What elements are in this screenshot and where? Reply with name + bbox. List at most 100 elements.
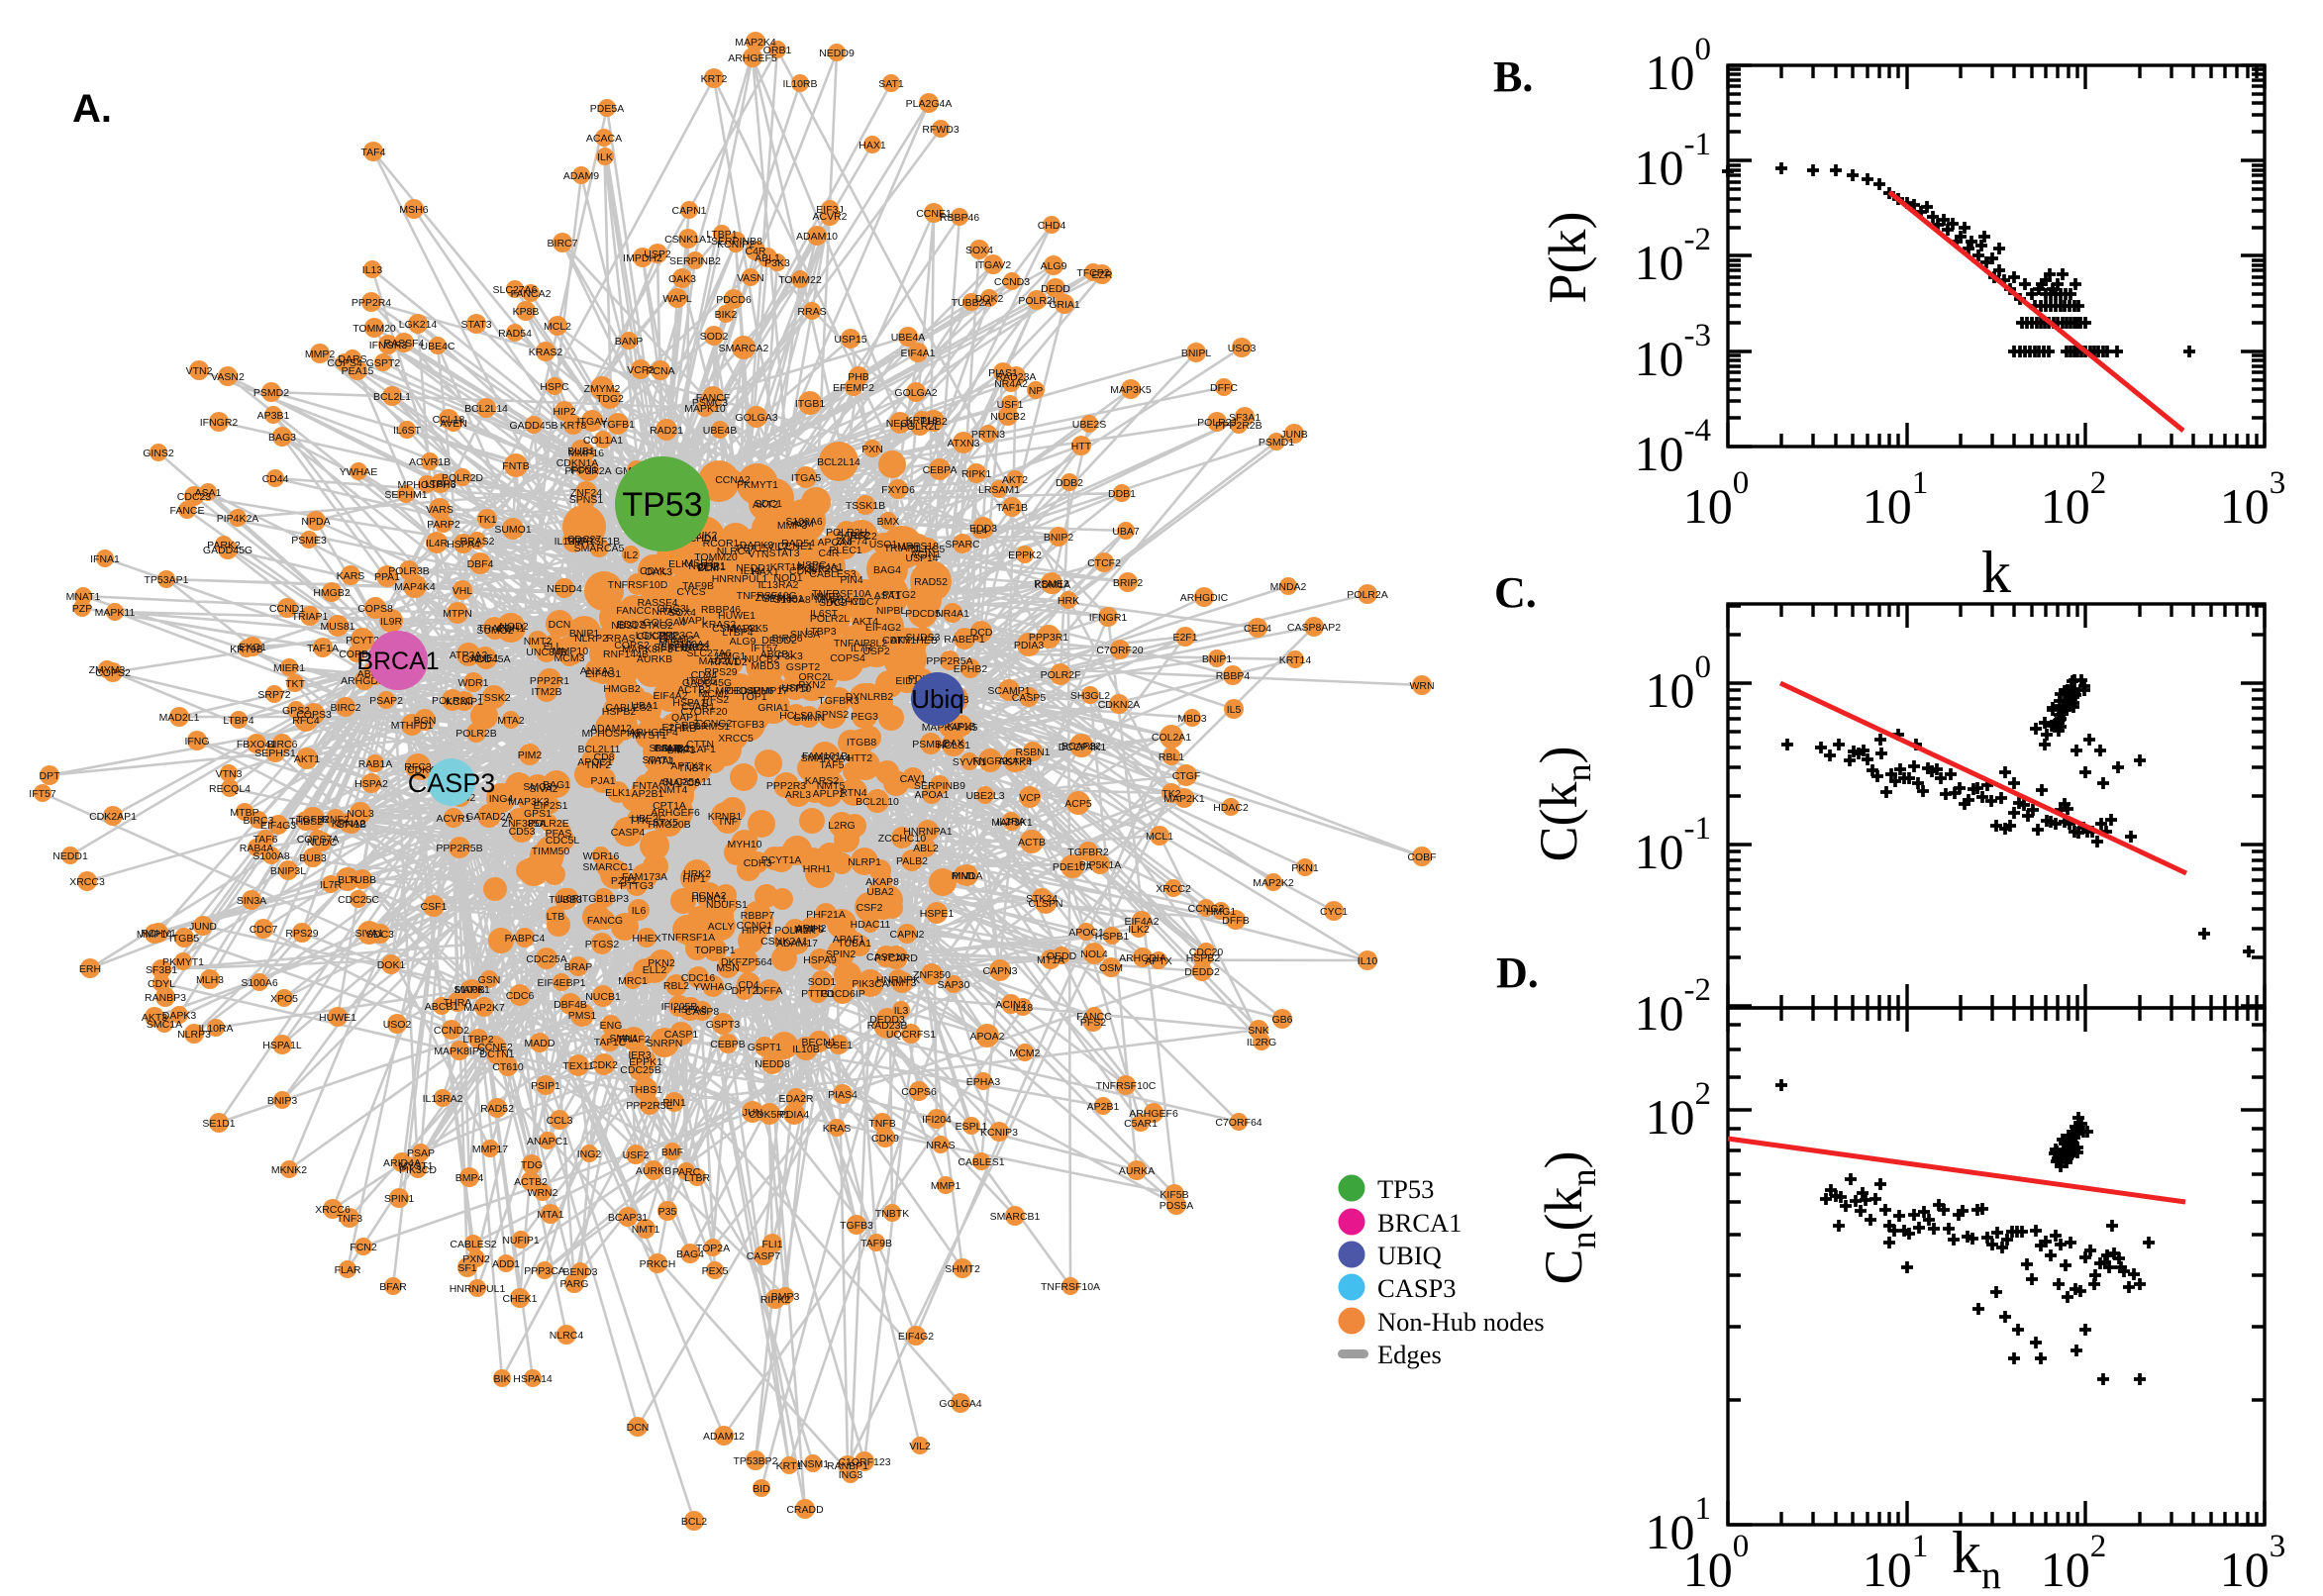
svg-text:POLR3B: POLR3B <box>388 565 429 577</box>
svg-text:SPIN2: SPIN2 <box>826 948 857 960</box>
svg-text:ELL: ELL <box>544 641 562 652</box>
svg-text:CASP3: CASP3 <box>1377 1273 1457 1303</box>
svg-text:ACLY: ACLY <box>708 921 735 933</box>
svg-text:SHMT2: SHMT2 <box>945 1263 980 1275</box>
svg-text:TAF6: TAF6 <box>253 834 278 846</box>
svg-text:EIF4A2: EIF4A2 <box>653 690 687 702</box>
svg-text:SOD2: SOD2 <box>700 331 729 343</box>
svg-text:ILK: ILK <box>597 151 613 163</box>
svg-text:CDC27: CDC27 <box>567 534 602 546</box>
svg-text:BRIP2: BRIP2 <box>1113 577 1144 589</box>
svg-text:UBE4C: UBE4C <box>420 341 454 352</box>
svg-text:RAD23A: RAD23A <box>996 371 1037 383</box>
svg-text:THRB: THRB <box>668 723 697 735</box>
svg-text:SMC3: SMC3 <box>523 781 552 793</box>
svg-text:TUBB3: TUBB3 <box>549 894 582 906</box>
svg-text:TRAF1: TRAF1 <box>477 623 510 635</box>
svg-text:C5AR1: C5AR1 <box>681 701 715 713</box>
svg-text:COPS4: COPS4 <box>327 357 362 369</box>
svg-text:ARHGEF6: ARHGEF6 <box>1129 1108 1178 1120</box>
svg-text:VTN3: VTN3 <box>216 768 243 780</box>
svg-text:TNFRSF1B: TNFRSF1B <box>566 536 620 548</box>
svg-text:CABLES2: CABLES2 <box>450 1239 496 1250</box>
svg-text:PDE5A: PDE5A <box>590 103 624 115</box>
svg-text:IL2: IL2 <box>624 549 639 561</box>
svg-text:BAX: BAX <box>943 738 963 749</box>
svg-text:MAP3K1: MAP3K1 <box>991 817 1033 829</box>
svg-text:TOP1: TOP1 <box>740 691 766 703</box>
svg-text:ADAM12: ADAM12 <box>590 723 632 735</box>
svg-text:GPS1: GPS1 <box>524 808 552 820</box>
svg-text:MNDA2: MNDA2 <box>1270 581 1307 593</box>
svg-text:GFI1B: GFI1B <box>337 819 366 831</box>
svg-text:SUMO1: SUMO1 <box>494 524 532 536</box>
svg-text:DCCP4K1: DCCP4K1 <box>1059 742 1107 753</box>
svg-text:SDC1: SDC1 <box>755 498 782 510</box>
svg-text:MMP1: MMP1 <box>931 1180 960 1192</box>
svg-text:HSPA14: HSPA14 <box>513 1373 553 1385</box>
svg-text:WAPL: WAPL <box>678 615 708 627</box>
svg-text:SEPHS1: SEPHS1 <box>254 748 296 759</box>
svg-text:MPHOSPH8: MPHOSPH8 <box>582 728 641 740</box>
svg-text:PSAP2: PSAP2 <box>369 695 403 707</box>
svg-text:CASP7: CASP7 <box>747 1250 781 1262</box>
svg-text:EZR: EZR <box>1092 269 1113 281</box>
svg-text:CCNE2: CCNE2 <box>477 1042 513 1053</box>
svg-text:MADD: MADD <box>525 1038 556 1049</box>
svg-text:GADD45A: GADD45A <box>461 653 510 665</box>
svg-text:CTGF: CTGF <box>1172 770 1201 782</box>
svg-text:ZNF385A: ZNF385A <box>502 818 547 830</box>
svg-text:NEDD8: NEDD8 <box>755 1058 790 1070</box>
svg-text:PARG: PARG <box>560 1278 589 1290</box>
svg-text:ACIN2: ACIN2 <box>996 999 1027 1011</box>
svg-text:WRN: WRN <box>1409 680 1434 692</box>
svg-text:MAP3K5: MAP3K5 <box>1110 384 1152 396</box>
svg-text:CDC20: CDC20 <box>1189 947 1224 958</box>
svg-text:SERPINB8: SERPINB8 <box>711 236 762 248</box>
svg-text:AKT1: AKT1 <box>294 753 320 765</box>
svg-text:MYST1: MYST1 <box>632 730 666 742</box>
svg-text:SEPHM1: SEPHM1 <box>384 489 427 501</box>
svg-text:CDC5L: CDC5L <box>546 835 580 847</box>
svg-text:EDD2: EDD2 <box>617 619 645 631</box>
svg-text:POLR2F: POLR2F <box>1041 669 1081 681</box>
svg-text:VIL2: VIL2 <box>909 1441 931 1452</box>
svg-text:PZP2: PZP2 <box>611 875 637 887</box>
svg-text:RANBP3: RANBP3 <box>145 992 186 1004</box>
svg-text:DFFA: DFFA <box>757 985 783 997</box>
svg-text:IL4: IL4 <box>973 525 988 537</box>
svg-text:CASP8AP2: CASP8AP2 <box>1287 622 1341 634</box>
svg-text:GSPT2: GSPT2 <box>786 661 821 673</box>
svg-text:RASSF4: RASSF4 <box>384 338 425 349</box>
svg-text:ALG9: ALG9 <box>1041 260 1067 272</box>
svg-text:IL10: IL10 <box>741 565 761 577</box>
svg-text:MPHOSPH6: MPHOSPH6 <box>716 685 774 697</box>
svg-text:RFC2: RFC2 <box>850 531 877 543</box>
svg-text:GPS2: GPS2 <box>282 705 310 717</box>
svg-text:RCOR1: RCOR1 <box>703 538 740 549</box>
svg-text:CDC16: CDC16 <box>681 972 716 984</box>
svg-text:RNF144B: RNF144B <box>603 648 649 660</box>
svg-text:UBE2C: UBE2C <box>631 813 665 825</box>
svg-text:ABCB1: ABCB1 <box>760 648 795 660</box>
svg-text:CASP5: CASP5 <box>1012 692 1047 704</box>
svg-text:ATP2A2: ATP2A2 <box>450 649 487 661</box>
svg-text:BRCA1: BRCA1 <box>1377 1208 1462 1238</box>
svg-text:CTCF2: CTCF2 <box>1087 557 1121 569</box>
svg-text:APTX: APTX <box>1145 955 1171 967</box>
svg-text:SH3GL2: SH3GL2 <box>1070 690 1110 702</box>
svg-text:DDB1: DDB1 <box>698 561 726 573</box>
svg-text:A2M: A2M <box>792 518 814 530</box>
svg-text:POLR2E: POLR2E <box>528 818 568 830</box>
svg-text:PSME2: PSME2 <box>1034 578 1069 590</box>
svg-text:ITGB5: ITGB5 <box>169 933 200 945</box>
svg-text:BCAP31: BCAP31 <box>608 1212 648 1224</box>
svg-text:HRH1: HRH1 <box>803 863 832 875</box>
svg-text:EFEMP2: EFEMP2 <box>833 382 874 394</box>
svg-text:HCLS2: HCLS2 <box>779 710 813 722</box>
svg-text:NPDA: NPDA <box>301 516 330 528</box>
svg-text:HSPA9: HSPA9 <box>803 954 837 966</box>
svg-text:PPP2R4: PPP2R4 <box>352 297 391 309</box>
svg-text:HNRNPA1: HNRNPA1 <box>903 826 953 838</box>
svg-text:TP53AP1: TP53AP1 <box>145 574 189 586</box>
